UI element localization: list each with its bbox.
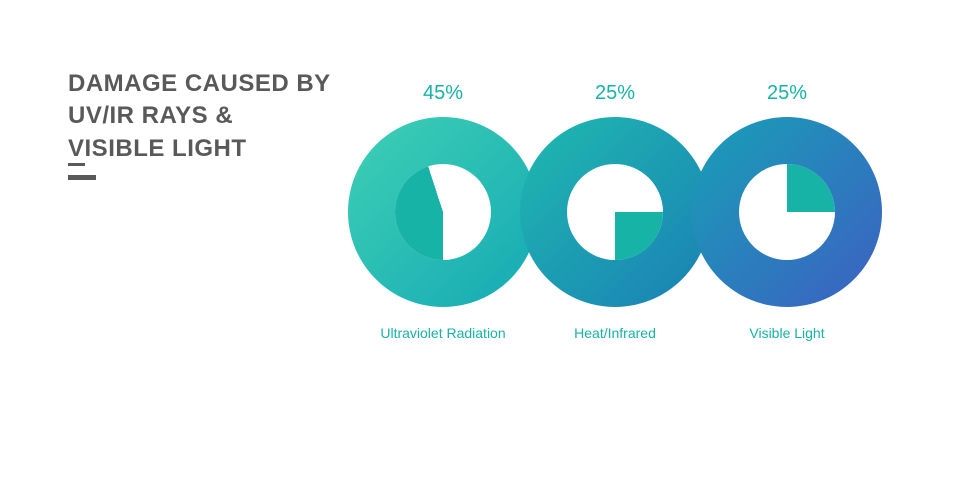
title-line-1: DAMAGE CAUSED BY <box>68 68 331 100</box>
chart-heat-caption: Heat/Infrared <box>574 325 656 341</box>
chart-visible-slice <box>739 164 835 260</box>
title-line-3: VISIBLE LIGHT <box>68 133 331 165</box>
charts-row: 45% Ultraviolet Radiation 25% Heat/Infrared… <box>348 82 882 341</box>
chart-uv-slice <box>395 164 491 260</box>
title-line-2: UV/IR RAYS & <box>68 100 331 132</box>
chart-uv: 45% Ultraviolet Radiation <box>348 82 538 341</box>
chart-heat-inner-disc <box>567 164 663 260</box>
title-dash <box>68 175 96 180</box>
chart-visible-outer-circle <box>692 117 882 307</box>
chart-heat-slice <box>567 164 663 260</box>
chart-uv-inner-disc <box>395 164 491 260</box>
chart-visible: 25% Visible Light <box>692 82 882 341</box>
chart-uv-pct-label: 45% <box>423 82 463 105</box>
chart-visible-caption: Visible Light <box>749 325 824 341</box>
chart-visible-inner-disc <box>739 164 835 260</box>
chart-visible-pct-label: 25% <box>767 82 807 105</box>
title-line-3-rest: ISIBLE LIGHT <box>85 135 247 162</box>
chart-heat: 25% Heat/Infrared <box>520 82 710 341</box>
chart-uv-outer-circle <box>348 117 538 307</box>
title-underlined-letter: V <box>68 135 85 166</box>
chart-heat-outer-circle <box>520 117 710 307</box>
title-block: DAMAGE CAUSED BY UV/IR RAYS & VISIBLE LI… <box>68 68 331 180</box>
chart-uv-caption: Ultraviolet Radiation <box>380 325 505 341</box>
chart-heat-pct-label: 25% <box>595 82 635 105</box>
